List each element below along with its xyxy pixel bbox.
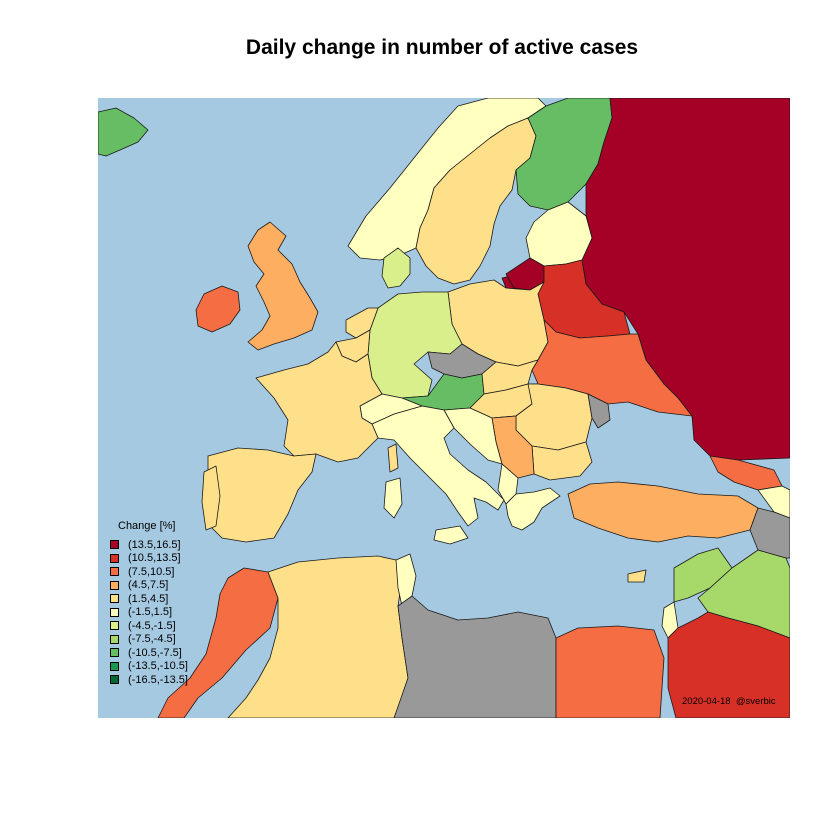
legend-item: (-13.5,-10.5] [104, 660, 188, 674]
region-sicily [433, 525, 469, 545]
legend-label: (-7.5,-4.5] [128, 633, 176, 646]
legend-swatch [110, 661, 119, 671]
legend-items: (13.5,16.5] (10.5,13.5] (7.5,10.5] (4.5,7.5… [104, 538, 188, 687]
region-greenland [98, 107, 149, 157]
region-moldova [587, 393, 611, 429]
legend-item: (10.5,13.5] [104, 552, 188, 566]
region-uk [247, 221, 319, 351]
region-greece [505, 487, 561, 531]
region-portugal [201, 465, 221, 531]
legend-label: (13.5,16.5] [128, 538, 181, 551]
legend-label: (-13.5,-10.5] [128, 660, 188, 673]
legend-label: (-16.5,-13.5] [128, 673, 188, 686]
region-italy [371, 405, 505, 527]
legend-swatch [110, 567, 119, 577]
legend-swatch [110, 634, 119, 644]
legend-label: (-1.5,1.5] [128, 606, 173, 619]
legend-swatch [110, 648, 119, 658]
region-egypt [555, 625, 665, 718]
legend-item: (-1.5,1.5] [104, 606, 188, 620]
region-libya [393, 595, 557, 718]
legend-swatch [110, 594, 119, 604]
map-title: Daily change in number of active cases [245, 36, 639, 59]
legend-swatch [110, 540, 119, 550]
legend-swatch [110, 607, 119, 617]
legend-label: (10.5,13.5] [128, 552, 181, 565]
legend-swatch [110, 621, 119, 631]
map-footer: 2020-04-18 @sverbic [682, 696, 776, 707]
legend-item: (13.5,16.5] [104, 538, 188, 552]
region-iran [749, 507, 790, 559]
legend-item: (-16.5,-13.5] [104, 673, 188, 687]
map-legend: Change [%] (13.5,16.5] (10.5,13.5] (7.5,10… [104, 520, 188, 687]
region-denmark [381, 247, 411, 289]
legend-label: (-4.5,-1.5] [128, 619, 176, 632]
map-area [98, 98, 790, 718]
legend-item: (-10.5,-7.5] [104, 646, 188, 660]
footer-author: @sverbic [735, 696, 776, 707]
region-france [255, 341, 383, 463]
legend-label: (7.5,10.5] [128, 565, 175, 578]
legend-label: (4.5,7.5] [128, 579, 169, 592]
region-sardinia [383, 477, 403, 519]
legend-item: (-4.5,-1.5] [104, 619, 188, 633]
choropleth-map [98, 98, 790, 718]
legend-swatch [110, 553, 119, 563]
legend-swatch [110, 580, 119, 590]
legend-swatch [110, 675, 119, 685]
legend-label: (1.5,4.5] [128, 592, 169, 605]
footer-date: 2020-04-18 [682, 696, 731, 707]
legend-item: (7.5,10.5] [104, 565, 188, 579]
region-saudi-arabia [667, 611, 790, 718]
region-corsica [387, 443, 399, 473]
legend-label: (-10.5,-7.5] [128, 646, 182, 659]
region-cyprus [627, 569, 647, 583]
region-bulgaria [531, 441, 593, 481]
legend-item: (4.5,7.5] [104, 579, 188, 593]
legend-item: (1.5,4.5] [104, 592, 188, 606]
region-ireland [195, 285, 241, 333]
legend-title: Change [%] [118, 520, 176, 532]
legend-item: (-7.5,-4.5] [104, 633, 188, 647]
region-caucasus [757, 485, 790, 519]
